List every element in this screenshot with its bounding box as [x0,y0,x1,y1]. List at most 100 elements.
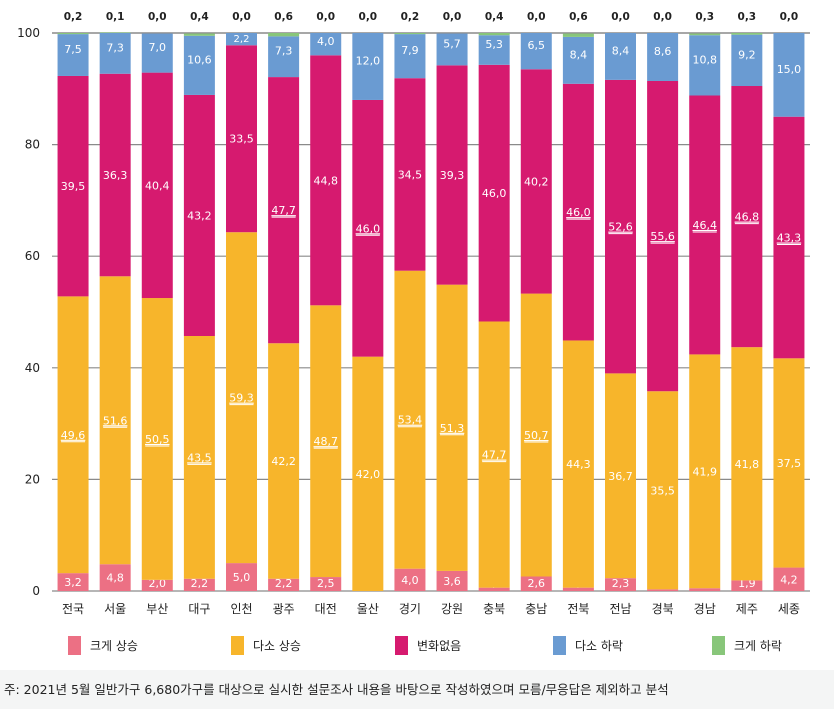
segment-value-label: 41,9 [692,465,717,478]
x-tick-label: 전국 [62,602,84,616]
bar-segment [478,64,510,322]
segment-value-label: 46,0 [566,206,591,219]
x-tick-label: 제주 [736,602,758,616]
bar-segment [99,33,131,74]
bar-segment [562,36,594,84]
legend-label: 다소 상승 [253,639,301,653]
segment-value-label: 12,0 [356,54,381,67]
segment-value-label: 8,4 [612,44,630,57]
bar-segment [57,573,89,591]
segment-value-label: 3,2 [64,576,82,589]
x-tick-label: 강원 [441,602,463,616]
bar-segment [268,33,300,37]
top-value-label: 0,0 [359,11,378,23]
segment-value-label: 50,5 [145,433,170,446]
bar-segment [605,33,636,80]
bar-segment [647,391,679,590]
bar-segment [57,296,89,574]
segment-value-label: 43,5 [187,451,212,464]
bar-segment [562,33,594,37]
segment-value-label: 8,4 [570,48,588,61]
bar-segment [394,78,426,271]
segment-value-label: 4,0 [401,574,419,587]
x-tick-label: 서울 [104,602,126,616]
bar-segment [647,80,679,392]
segment-value-label: 51,6 [103,414,128,427]
legend-label: 크게 상승 [90,639,138,653]
bar-segment [647,33,679,81]
bar-segment [57,75,89,297]
segment-value-label: 46,8 [735,211,760,224]
bar-segment [141,579,173,591]
bar-segment [183,578,215,591]
bar-segment [436,33,468,66]
bar-segment [689,35,721,96]
x-tick-label: 충북 [483,602,505,616]
bar-segment [562,340,594,588]
bar-segment [352,33,384,100]
segment-value-label: 53,4 [398,414,423,427]
bar-segment [689,354,721,589]
bar-segment [478,321,510,588]
bar-segment [689,95,721,355]
segment-value-label: 50,7 [524,429,549,442]
segment-value-label: 2,0 [149,577,167,590]
x-tick-label: 충남 [525,602,547,616]
x-tick-label: 인천 [230,601,252,616]
x-tick-label: 부산 [146,602,168,616]
segment-value-label: 43,2 [187,209,212,222]
segment-value-label: 2,6 [528,577,546,590]
segment-value-label: 6,5 [528,39,546,52]
bar-segment [183,94,215,336]
segment-value-label: 7,3 [275,45,293,58]
segment-value-label: 8,6 [654,45,672,58]
bar-segment [520,293,552,577]
bar-segment [394,568,426,591]
bar-segment [99,276,131,565]
segment-value-label: 4,8 [106,572,124,585]
bar-segment [141,33,173,73]
top-value-label: 0,2 [64,11,83,23]
footnote: 주: 2021년 5월 일반가구 6,680가구를 대상으로 실시한 설문조사 … [0,670,834,709]
segment-value-label: 44,8 [313,174,338,187]
bar-segment [689,33,721,36]
segment-value-label: 46,4 [692,219,717,232]
bar-segment [57,34,89,76]
x-tick-label: 대전 [315,602,337,616]
segment-value-label: 9,2 [738,48,756,61]
x-tick-label: 경남 [694,602,716,616]
bar-segment [731,580,763,591]
bar-segment [562,587,594,591]
segment-value-label: 36,3 [103,169,128,182]
top-value-label: 0,3 [695,11,714,23]
top-value-label: 0,6 [274,11,293,23]
segment-value-label: 49,6 [61,429,86,442]
legend-item-strong-rise: 크게 상승 [68,636,138,655]
bar-segment [605,79,636,374]
x-tick-label: 대구 [188,602,210,616]
bar-segment [268,77,300,344]
top-value-label: 0,0 [611,11,630,23]
bar-segment [731,33,763,35]
bar-segment [605,578,636,591]
bar-segment [352,356,384,591]
bar-segment [605,373,636,579]
bar-segment [773,358,805,568]
bar-segment [310,33,342,56]
bar-segment [773,116,805,359]
bar-segment [478,33,510,36]
bar-segment [57,33,89,35]
segment-value-label: 36,7 [608,470,633,483]
top-value-label: 0,3 [738,11,757,23]
top-value-label: 0,0 [527,11,546,23]
top-value-label: 0,0 [232,11,251,23]
x-tick-label: 광주 [273,602,295,616]
segment-value-label: 44,3 [566,458,591,471]
segment-value-label: 39,3 [440,169,465,182]
bar-segment [394,33,426,35]
bar-segment [394,270,426,569]
legend-label: 다소 하락 [575,639,623,653]
bar-segment [268,578,300,591]
y-tick-label: 60 [25,249,40,263]
legend-label: 크게 하락 [734,639,782,653]
